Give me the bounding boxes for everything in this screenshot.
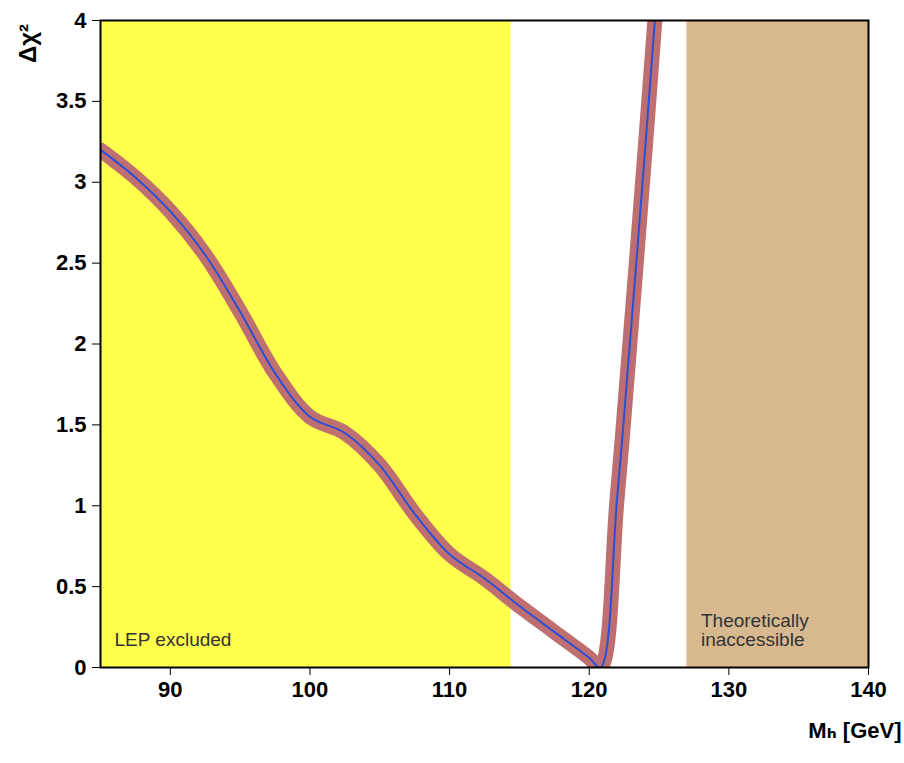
svg-text:Theoreticallyinaccessible: Theoreticallyinaccessible [701, 610, 809, 650]
svg-text:110: 110 [432, 677, 468, 702]
svg-text:4: 4 [74, 8, 87, 33]
svg-text:120: 120 [571, 677, 608, 702]
svg-text:2: 2 [74, 331, 86, 356]
svg-text:3: 3 [74, 169, 86, 194]
svg-text:Mₕ [GeV]: Mₕ [GeV] [808, 718, 901, 743]
svg-text:2.5: 2.5 [56, 250, 87, 275]
svg-text:3.5: 3.5 [56, 88, 87, 113]
svg-text:Δχ²: Δχ² [14, 24, 41, 63]
svg-text:90: 90 [158, 677, 182, 702]
svg-text:1: 1 [74, 493, 86, 518]
svg-text:0.5: 0.5 [56, 574, 87, 599]
svg-text:130: 130 [711, 677, 748, 702]
svg-text:LEP excluded: LEP excluded [115, 629, 232, 650]
svg-text:140: 140 [850, 677, 887, 702]
svg-text:100: 100 [292, 677, 329, 702]
svg-text:1.5: 1.5 [56, 412, 87, 437]
svg-text:0: 0 [74, 655, 86, 680]
